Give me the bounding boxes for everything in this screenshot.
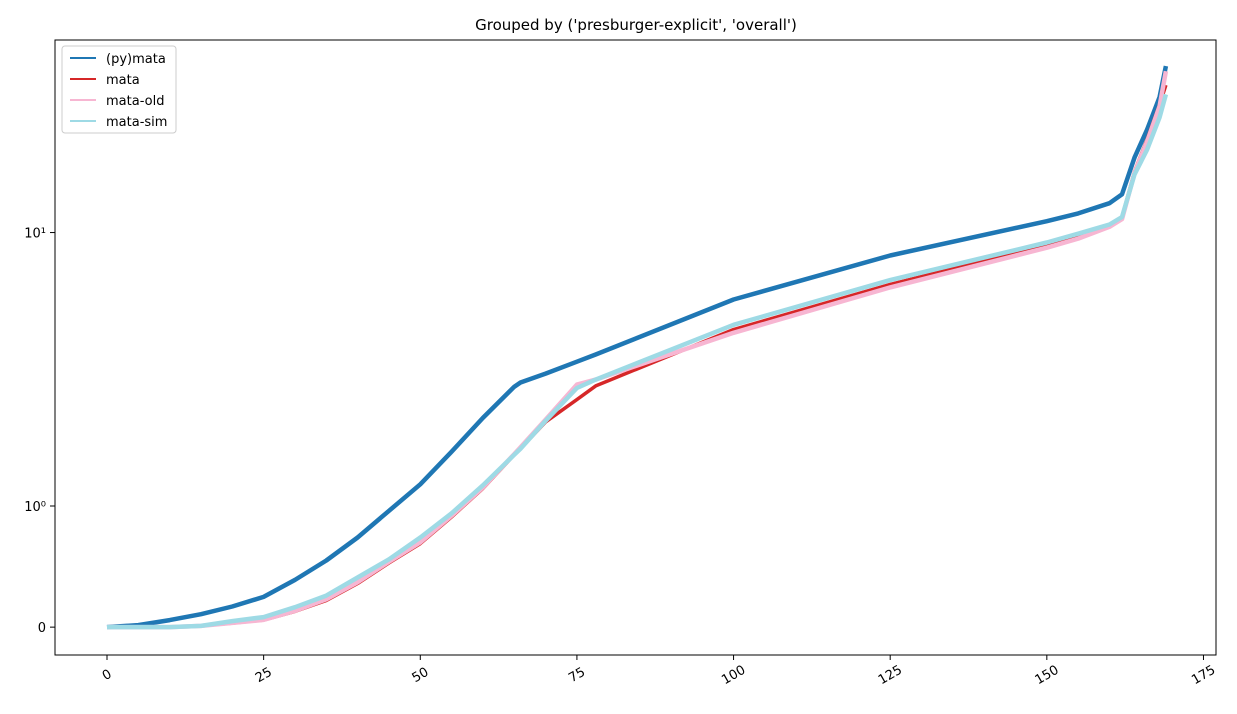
y-tick-label: 0 [38,621,46,636]
legend-label: (py)mata [106,52,166,67]
y-tick-label: 10¹ [24,227,46,242]
data-line [107,93,1169,630]
legend-label: mata-sim [106,115,167,130]
chart-title: Grouped by ('presburger-explicit', 'over… [475,16,797,34]
plot-frame [54,39,1217,656]
x-tick-label: 25 [253,665,275,686]
legend-label: mata [106,73,140,88]
legend-box [61,45,177,134]
y-tick-label: 10⁰ [24,500,46,515]
x-tick-label: 50 [410,665,432,686]
x-tick-label: 75 [566,665,588,686]
data-line [106,65,1169,630]
legend-label: mata-old [106,94,164,109]
